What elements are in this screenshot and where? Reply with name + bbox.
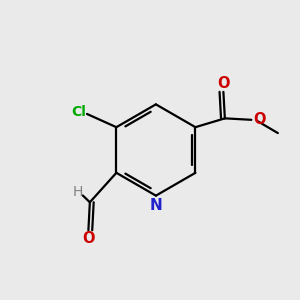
Text: Cl: Cl [71, 105, 86, 118]
Text: O: O [254, 112, 266, 127]
Text: H: H [72, 185, 83, 199]
Text: O: O [217, 76, 230, 91]
Text: N: N [149, 198, 162, 213]
Text: O: O [82, 231, 94, 246]
